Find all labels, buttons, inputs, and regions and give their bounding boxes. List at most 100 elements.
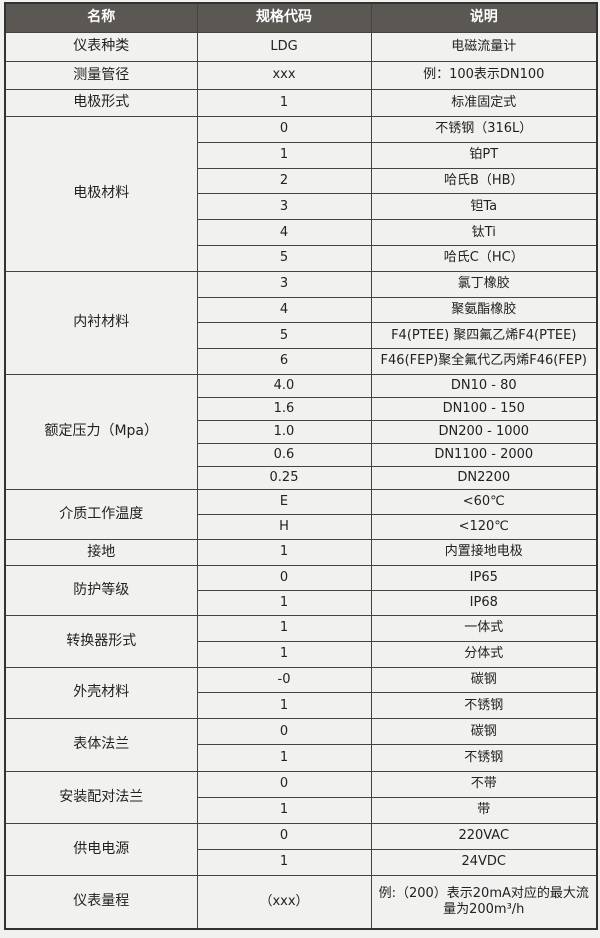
table-row: 转换器形式 1 一体式 [4,614,598,668]
spec-code: 4 [196,296,372,324]
spec-desc: 哈氏B（HB） [370,167,598,195]
table-row: 1.6 DN100 - 150 [5,396,598,421]
spec-desc: <60℃ [370,488,598,515]
spec-desc: 钽Ta [370,193,598,221]
spec-code: -0 [196,666,372,694]
spec-name: 测量管径 [4,61,198,90]
spec-code: 1 [196,640,372,668]
spec-code: 0 [196,116,372,143]
spec-desc: DN200 - 1000 [370,419,598,444]
table-row: H <120℃ [5,513,598,540]
table-row: 1.0 DN200 - 1000 [5,419,598,444]
spec-name: 供电电源 [4,822,198,876]
spec-name: 安装配对法兰 [4,770,198,824]
spec-desc: DN10 - 80 [370,373,598,398]
spec-desc: 哈氏C（HC） [370,245,598,272]
spec-name: 电极材料 [4,116,198,272]
spec-name: 仪表量程 [4,874,198,930]
table-row: 1 24VDC [5,848,598,876]
table-row: 2 哈氏B（HB） [5,167,598,195]
table-row: 0.25 DN2200 [5,465,598,490]
spec-desc: 分体式 [370,640,598,668]
table-row: 内衬材料 3 氯丁橡胶 [4,270,598,375]
spec-desc: 不锈钢（316L） [370,116,598,143]
spec-desc: 不锈钢 [370,692,598,719]
spec-desc: 钛Ti [370,219,598,247]
table-row: 电极形式 1 标准固定式 [4,89,598,117]
spec-desc: <120℃ [370,513,598,540]
spec-code: 0 [196,717,372,746]
spec-code: （xxx） [196,874,372,930]
spec-code: H [196,513,372,540]
table-row: 测量管径 xxx 例：100表示DN100 [4,61,598,90]
spec-code: 1.6 [196,396,372,421]
spec-desc: F4(PTEE) 聚四氟乙烯F4(PTEE) [370,322,598,350]
spec-desc: 氯丁橡胶 [370,270,598,298]
spec-desc: IP68 [370,589,598,616]
spec-desc: DN1100 - 2000 [370,442,598,467]
table-row: 介质工作温度 E <60℃ [4,488,598,540]
spec-code: 4.0 [196,373,372,398]
table-row: 5 F4(PTEE) 聚四氟乙烯F4(PTEE) [5,322,598,350]
spec-desc: 不锈钢 [370,744,598,772]
spec-code: 1 [196,538,372,566]
spec-code: 4 [196,219,372,247]
spec-code: 5 [196,322,372,350]
spec-desc: DN2200 [370,465,598,490]
spec-code: 1 [196,692,372,719]
spec-name: 额定压力（Mpa） [4,373,198,490]
table-row: 仪表种类 LDG 电磁流量计 [4,32,598,62]
table-row: 5 哈氏C（HC） [5,245,598,272]
spec-desc: 铂PT [370,141,598,169]
header-name: 名称 [4,2,198,33]
spec-desc: 不带 [370,770,598,798]
table-row: 防护等级 0 IP65 [4,564,598,616]
spec-code: 0.6 [196,442,372,467]
spec-name: 电极形式 [4,89,198,117]
spec-table: 名称 规格代码 说明 仪表种类 LDG 电磁流量计 测量管径 xxx 例：100表示DN1… [4,2,598,931]
spec-code: 0 [196,822,372,850]
spec-desc: 例：100表示DN100 [370,61,598,90]
table-row: 3 钽Ta [5,193,598,221]
spec-name: 表体法兰 [4,717,198,772]
header-desc: 说明 [370,2,598,33]
table-row: 4 聚氨酯橡胶 [5,296,598,324]
spec-code: 1 [196,614,372,642]
spec-code: 3 [196,193,372,221]
spec-code: 0 [196,770,372,798]
spec-name: 转换器形式 [4,614,198,668]
table-row: 外壳材料 -0 碳钢 [4,666,598,719]
spec-code: 0 [196,564,372,591]
spec-desc: 带 [370,796,598,824]
spec-desc: 碳钢 [370,666,598,694]
spec-name: 仪表种类 [4,32,198,62]
spec-desc: 标准固定式 [370,89,598,117]
spec-code: 1 [196,848,372,876]
spec-code: LDG [196,32,372,62]
header-code: 规格代码 [196,2,372,33]
spec-name: 接地 [4,538,198,566]
spec-name: 防护等级 [4,564,198,616]
spec-code: 2 [196,167,372,195]
spec-code: 0.25 [196,465,372,490]
spec-desc: 24VDC [370,848,598,876]
spec-desc: 聚氨酯橡胶 [370,296,598,324]
table-row: 供电电源 0 220VAC [4,822,598,876]
spec-desc: 内置接地电极 [370,538,598,566]
header-row: 名称 规格代码 说明 [4,2,598,33]
spec-desc: 一体式 [370,614,598,642]
table-row: 电极材料 0 不锈钢（316L） [4,116,598,272]
spec-desc: 例:（200）表示20mA对应的最大流量为200m³/h [370,874,598,930]
table-row: 4 钛Ti [5,219,598,247]
spec-name: 介质工作温度 [4,488,198,540]
spec-name: 内衬材料 [4,270,198,375]
spec-desc: 220VAC [370,822,598,850]
table-row: 安装配对法兰 0 不带 [4,770,598,824]
spec-code: E [196,488,372,515]
spec-desc: F46(FEP)聚全氟代乙丙烯F46(FEP) [370,348,598,375]
table-row: 接地 1 内置接地电极 [4,538,598,566]
spec-code: 1 [196,89,372,117]
table-row: 表体法兰 0 碳钢 [4,717,598,772]
table-row: 6 F46(FEP)聚全氟代乙丙烯F46(FEP) [5,348,598,375]
spec-desc: IP65 [370,564,598,591]
